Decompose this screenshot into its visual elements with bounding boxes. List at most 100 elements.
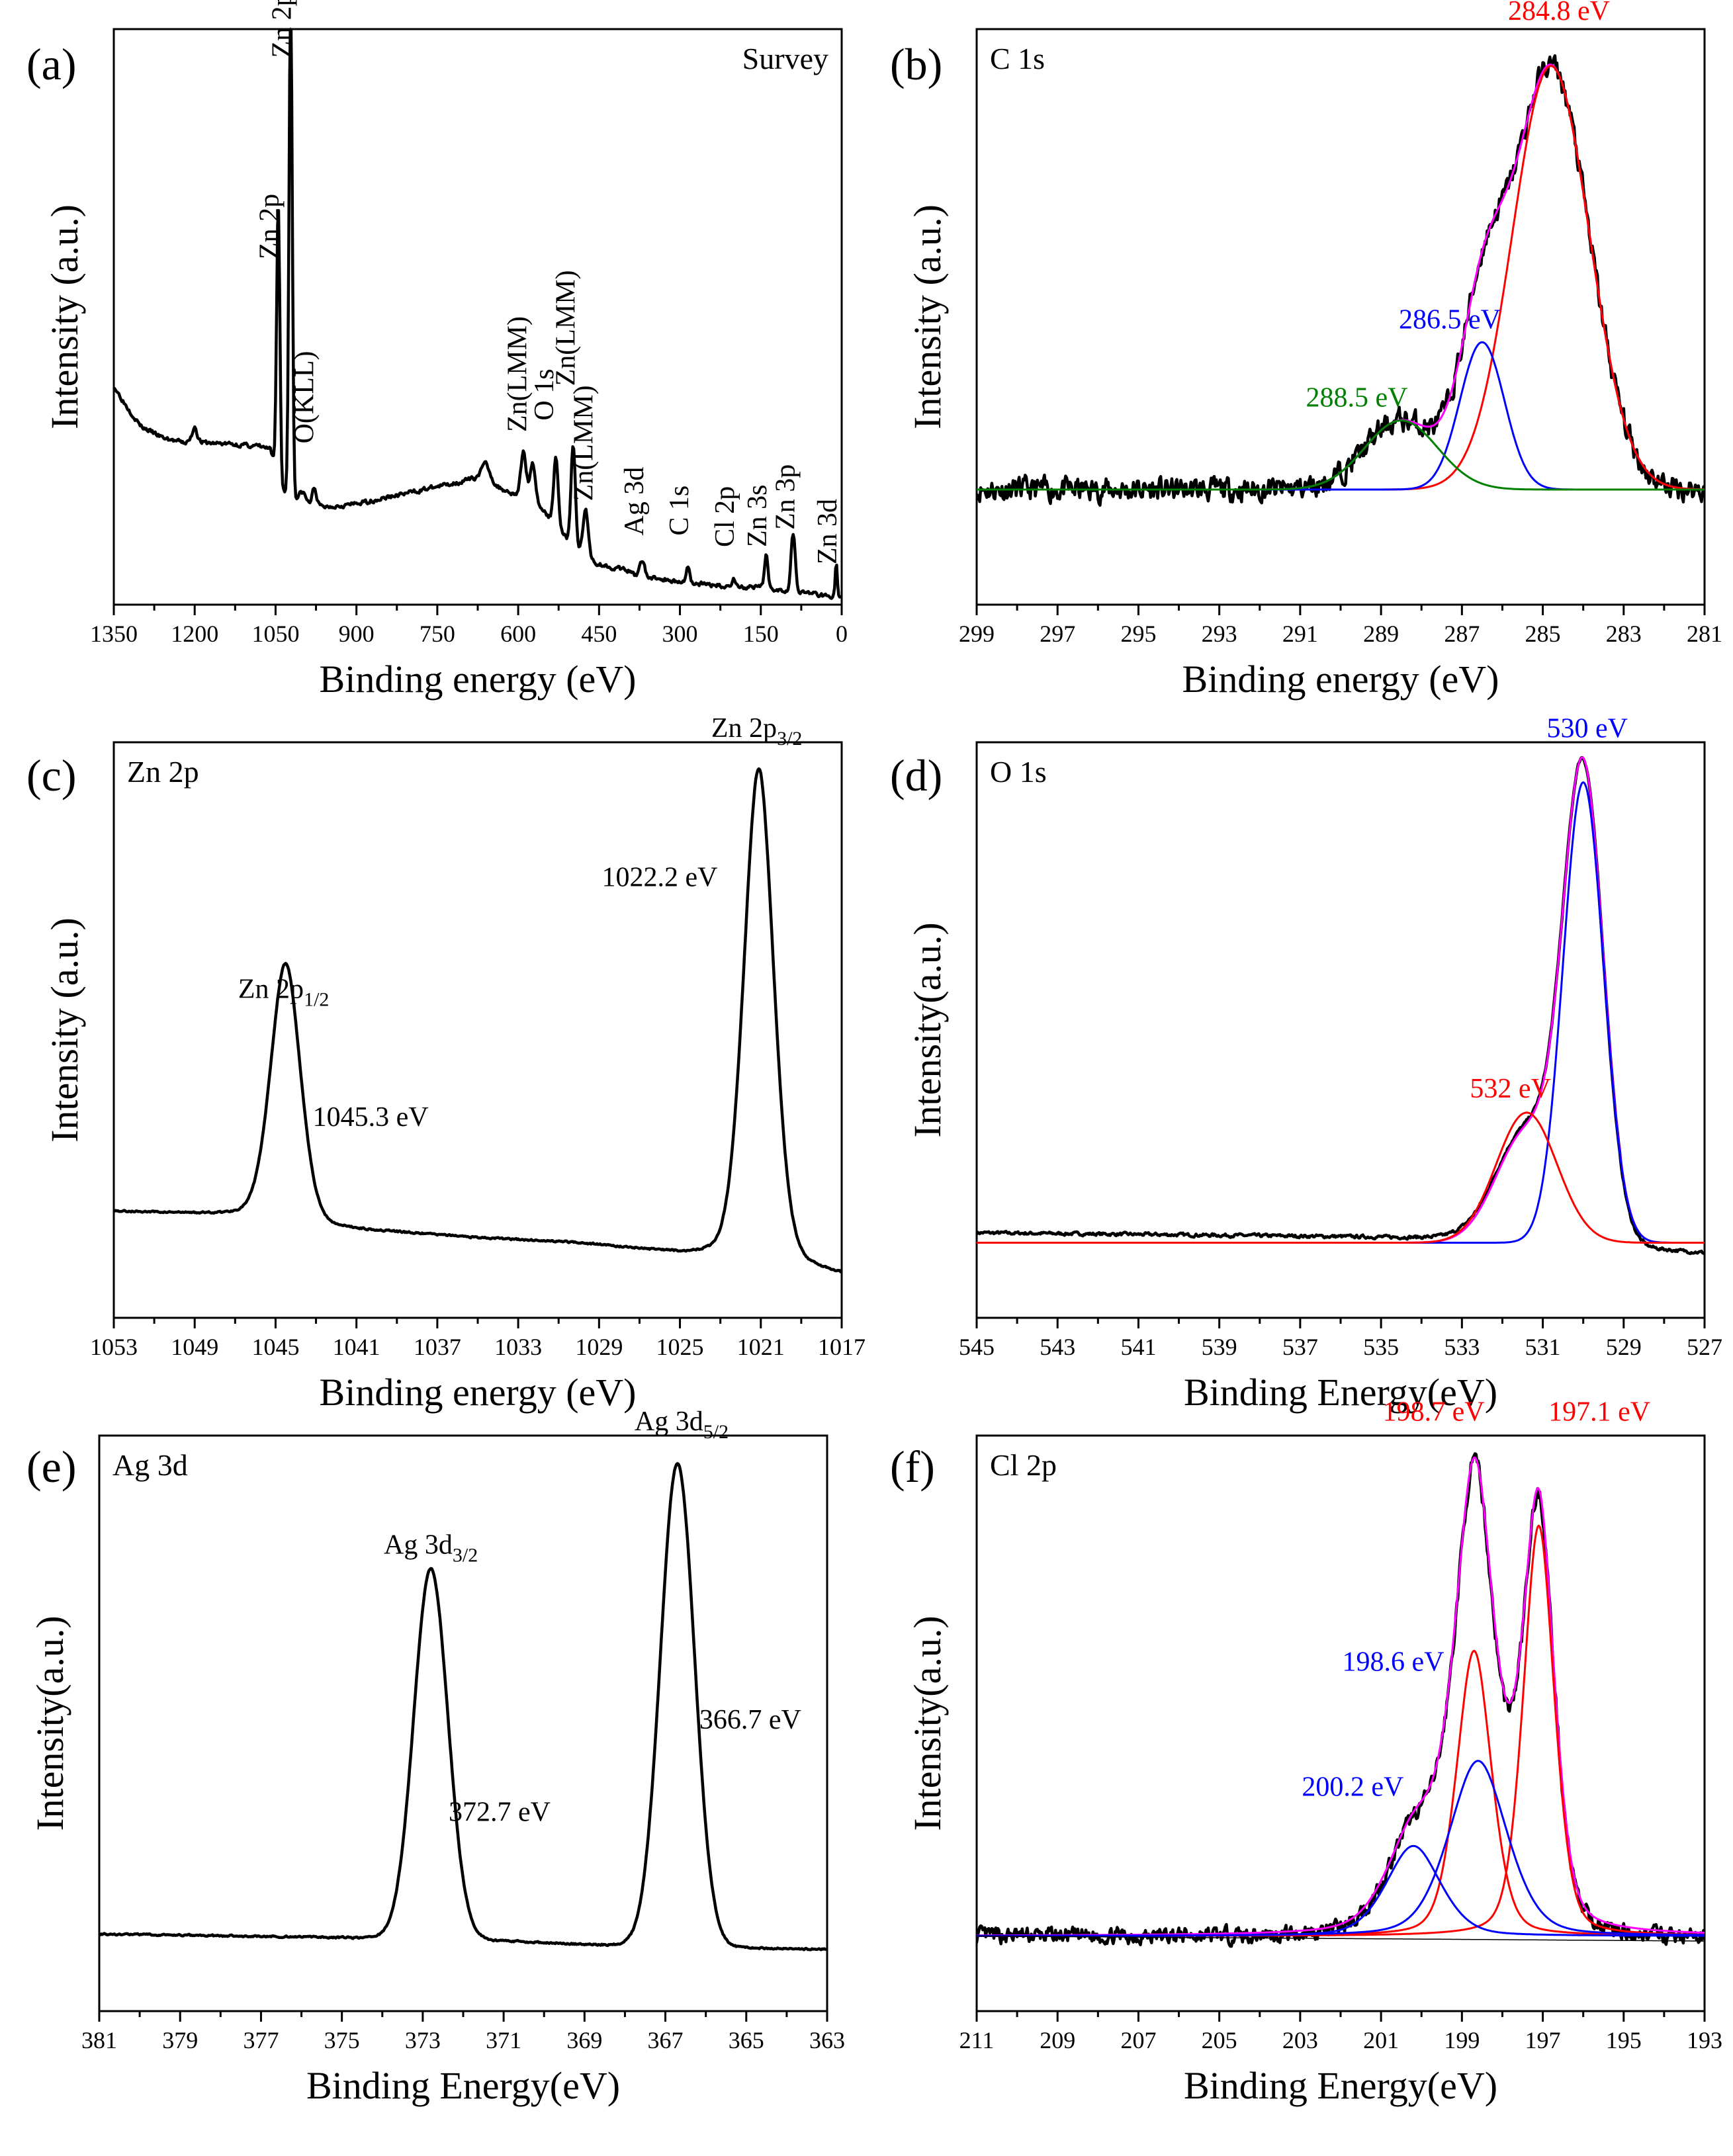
peak-annotation: Cl 2p: [710, 486, 740, 547]
y-axis-label: Intensity(a.u.): [906, 1616, 949, 1831]
x-tick-label: 365: [729, 2027, 764, 2053]
y-axis-label: Intensity (a.u.): [906, 204, 949, 429]
x-tick-label: 291: [1282, 621, 1318, 647]
panel-label: (f): [890, 1442, 935, 1492]
x-tick-label: 1050: [251, 621, 299, 647]
x-tick-label: 531: [1525, 1334, 1561, 1360]
x-tick-label: 363: [809, 2027, 845, 2053]
x-tick-label: 1017: [818, 1334, 866, 1360]
x-tick-label: 205: [1202, 2027, 1237, 2053]
x-tick-label: 450: [581, 621, 617, 647]
plot-frame: [975, 28, 1706, 606]
series-197-1-ev: [977, 1524, 1705, 1937]
panel-label: (c): [26, 750, 76, 800]
peak-annotation: 372.7 eV: [449, 1797, 551, 1828]
plot-frame: [112, 741, 843, 1319]
peak-annotation: O(KLL): [289, 351, 320, 443]
peak-annotation: Zn 2p: [267, 0, 297, 58]
annotation-subscript: 3/2: [777, 728, 802, 750]
series-zn-2p: [114, 767, 842, 1273]
x-tick-label: 281: [1687, 621, 1722, 647]
peak-annotation: O 1s: [529, 368, 560, 420]
series-fit-envelope: [977, 1456, 1705, 1937]
x-tick-label: 293: [1202, 621, 1237, 647]
panel-title: Survey: [742, 42, 828, 75]
x-tick-label: 533: [1444, 1334, 1480, 1360]
annotation-main: Ag 3d: [384, 1530, 453, 1561]
x-tick-label: 199: [1444, 2027, 1480, 2053]
x-tick-label: 600: [500, 621, 536, 647]
y-axis-label: Intensity(a.u.): [28, 1616, 71, 1831]
x-tick-label: 285: [1525, 621, 1561, 647]
peak-annotation: 198.6 eV: [1342, 1647, 1444, 1678]
x-tick-label: 1037: [414, 1334, 461, 1360]
x-tick-label: 1049: [171, 1334, 218, 1360]
series-288-5-ev: [977, 419, 1705, 491]
x-tick-label: 381: [81, 2027, 117, 2053]
x-tick-label: 211: [959, 2027, 995, 2053]
panel-title: O 1s: [990, 755, 1047, 789]
peak-annotation: Zn 2p1/2: [238, 974, 329, 1011]
panel-e: 381 379 377 375 373 371 369 367 365 363 Binding En…: [26, 1406, 845, 2107]
series-survey: [114, 29, 842, 600]
x-tick-label: 283: [1606, 621, 1642, 647]
x-tick-label: 529: [1606, 1334, 1642, 1360]
panel-label: (d): [890, 750, 942, 800]
x-tick-label: 1033: [494, 1334, 542, 1360]
x-tick-label: 375: [324, 2027, 360, 2053]
series-ag-3d: [99, 1462, 827, 1952]
x-axis-label: Binding energy (eV): [320, 1371, 637, 1414]
x-tick-label: 1029: [575, 1334, 623, 1360]
peak-annotation: Ag 3d5/2: [635, 1406, 729, 1443]
x-tick-label: 379: [162, 2027, 198, 2053]
series-baseline: [977, 1935, 1705, 1942]
panel-f: 211 209 207 205 203 201 199 197 195 193 Binding En…: [890, 1397, 1722, 2107]
x-tick-label: 1350: [90, 621, 138, 647]
annotation-main: Zn 2p: [238, 974, 304, 1005]
x-tick-label: 535: [1363, 1334, 1399, 1360]
x-axis-label: Binding energy (eV): [320, 658, 637, 701]
series-group: [977, 755, 1705, 1256]
x-tick-label: 373: [405, 2027, 441, 2053]
x-tick-label: 539: [1202, 1334, 1237, 1360]
x-tick-label: 197: [1525, 2027, 1561, 2053]
x-tick-label: 297: [1040, 621, 1075, 647]
panel-label: (b): [890, 39, 942, 89]
peak-annotation: Ag 3d3/2: [384, 1530, 478, 1567]
x-tick-label: 1200: [171, 621, 218, 647]
x-tick-label: 1025: [656, 1334, 704, 1360]
x-tick-label: 287: [1444, 621, 1480, 647]
x-tick-label: 545: [959, 1334, 995, 1360]
peak-annotation: Zn 2p3/2: [711, 713, 803, 750]
series-group: [99, 1462, 827, 1952]
x-tick-label: 299: [959, 621, 995, 647]
series-group: [114, 29, 842, 600]
x-tick-label: 377: [243, 2027, 279, 2053]
x-tick-label: 209: [1040, 2027, 1075, 2053]
x-tick-label: 203: [1282, 2027, 1318, 2053]
series-532-ev: [977, 1111, 1705, 1244]
x-tick-label: 1045: [251, 1334, 299, 1360]
y-axis-label: Intensity(a.u.): [906, 922, 949, 1137]
x-tick-label: 195: [1606, 2027, 1642, 2053]
peak-annotation: Zn 2p: [255, 194, 285, 259]
peak-annotation: 197.1 eV: [1548, 1397, 1650, 1427]
panel-b: 299 297 295 293 291 289 287 285 283 281 Binding en…: [890, 0, 1722, 701]
panel-label: (a): [26, 39, 76, 89]
peak-annotation: Ag 3d: [619, 467, 650, 536]
peak-annotation: Zn(LMM): [569, 385, 600, 501]
annotation-main: Zn 2p: [711, 713, 777, 744]
x-tick-label: 1021: [737, 1334, 785, 1360]
peak-annotation: Zn(LMM): [551, 270, 582, 386]
x-tick-label: 900: [339, 621, 375, 647]
peak-annotation: 1045.3 eV: [313, 1102, 429, 1133]
panel-title: Cl 2p: [990, 1448, 1057, 1482]
annotation-subscript: 1/2: [304, 989, 329, 1011]
series-530-ev: [977, 781, 1705, 1244]
peak-annotation: Zn 3d: [813, 499, 843, 564]
peak-annotation: Zn 3s: [742, 485, 773, 548]
x-tick-label: 207: [1120, 2027, 1156, 2053]
x-tick-label: 369: [566, 2027, 602, 2053]
x-tick-label: 300: [662, 621, 698, 647]
